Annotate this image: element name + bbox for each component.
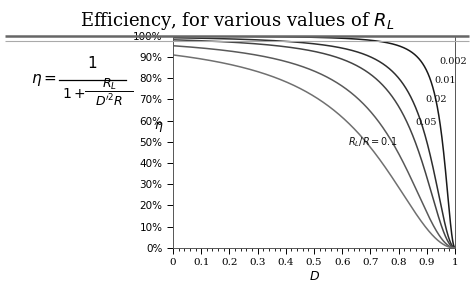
Text: 0.002: 0.002 (439, 57, 467, 66)
Text: 0.02: 0.02 (426, 95, 447, 104)
Text: 0.05: 0.05 (416, 118, 437, 127)
Text: $R_L/R=0.1$: $R_L/R=0.1$ (348, 135, 397, 149)
Text: $\eta =$: $\eta =$ (31, 72, 56, 88)
Text: $\eta$: $\eta$ (154, 120, 164, 134)
X-axis label: $D$: $D$ (309, 270, 319, 283)
Text: $1 +$: $1 +$ (62, 87, 85, 101)
Text: $1$: $1$ (87, 55, 98, 71)
Text: $R_L$: $R_L$ (101, 77, 117, 91)
Text: Efficiency, for various values of $R_L$: Efficiency, for various values of $R_L$ (80, 10, 394, 32)
Text: $D^{\prime 2}R$: $D^{\prime 2}R$ (95, 93, 123, 109)
Text: 0.01: 0.01 (434, 76, 456, 85)
